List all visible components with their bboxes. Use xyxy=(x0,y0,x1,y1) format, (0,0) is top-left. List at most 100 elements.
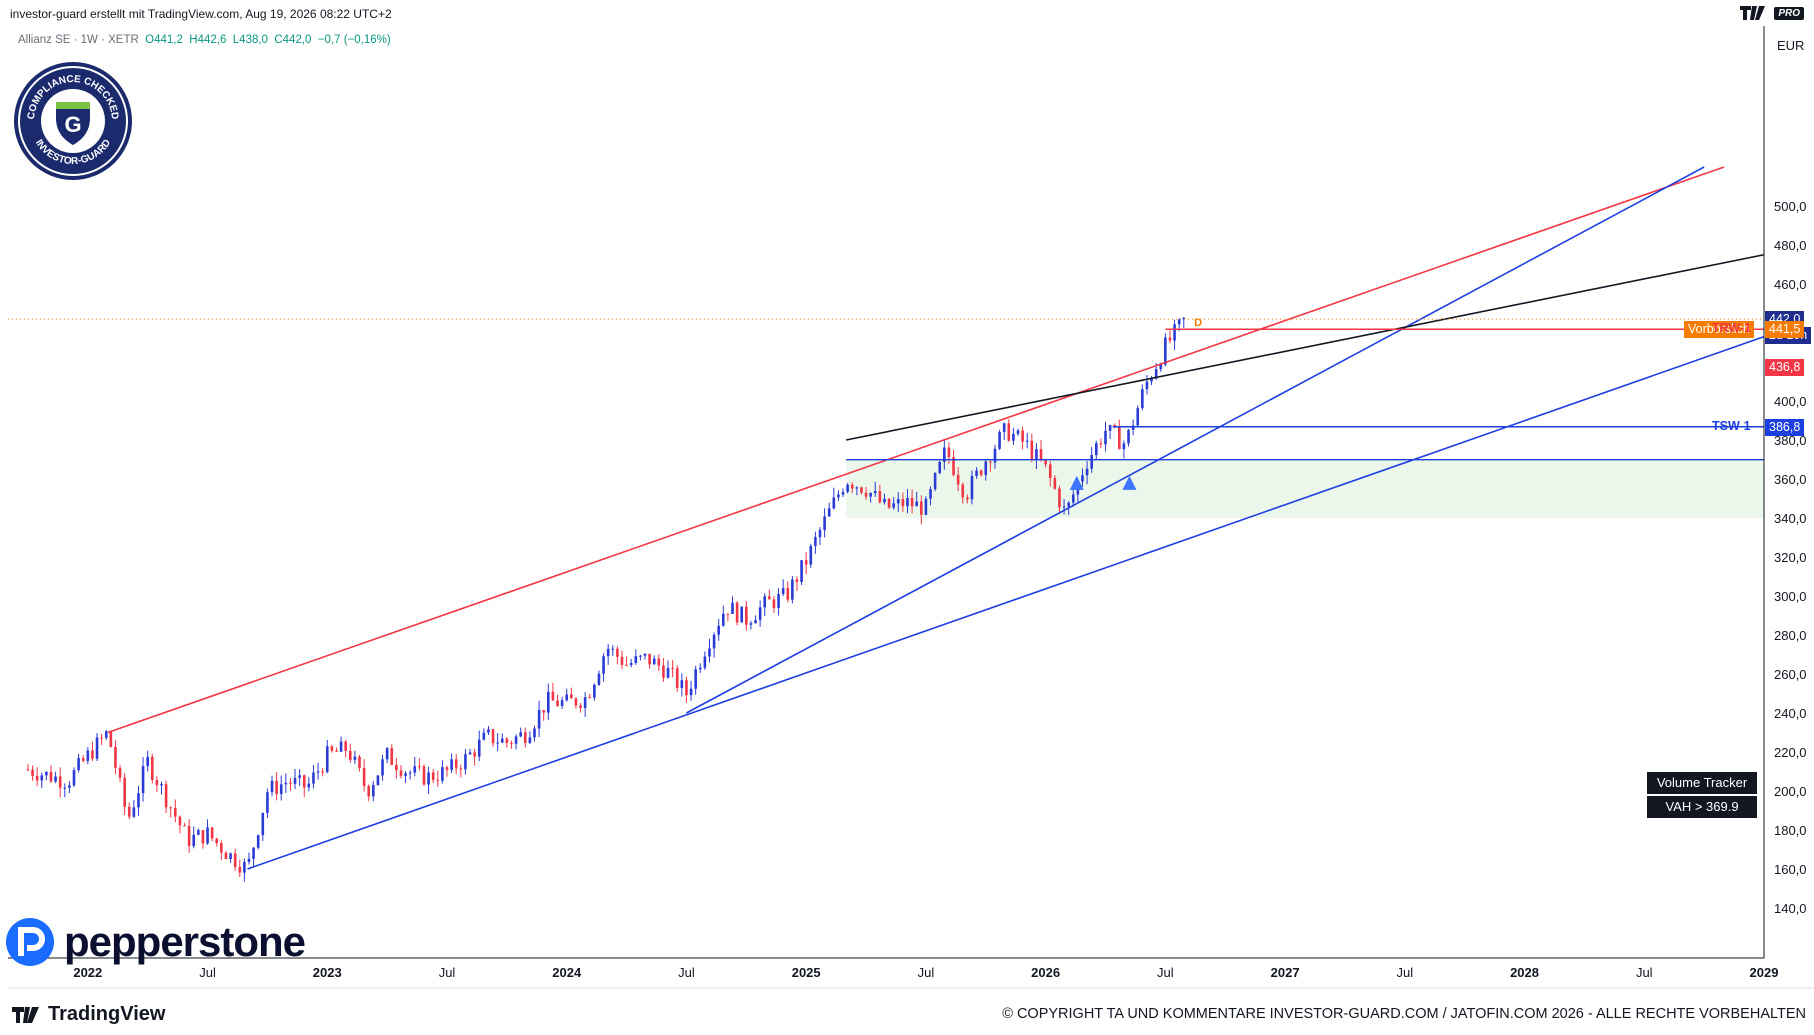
trw-price-tag: 436,8 xyxy=(1765,359,1805,377)
buy-signal-triangle xyxy=(1069,475,1084,490)
copyright-notice: © COPYRIGHT TA UND KOMMENTARE INVESTOR-G… xyxy=(1002,1006,1806,1022)
candle-body xyxy=(906,497,909,507)
candle-body xyxy=(915,501,918,507)
candle-body xyxy=(1164,337,1167,365)
legend-close: C442,0 xyxy=(274,34,312,46)
candle-body xyxy=(91,750,94,759)
candle-body xyxy=(1145,381,1149,390)
candle-body xyxy=(1067,502,1070,507)
price-tick-label: 400,0 xyxy=(1774,394,1807,409)
candle-body xyxy=(477,739,481,757)
blue-trendline xyxy=(247,335,1765,870)
candle-body xyxy=(606,648,610,657)
candle-body xyxy=(745,606,748,625)
candle-body xyxy=(160,784,163,786)
candle-body xyxy=(132,807,136,817)
trw-line-label: TRW-1 xyxy=(1712,321,1752,336)
candle-body xyxy=(804,560,808,565)
candle-body xyxy=(500,738,504,743)
candle-body xyxy=(1150,378,1153,382)
price-tick-label: 240,0 xyxy=(1774,706,1807,721)
tradingview-pro-logo: PRO xyxy=(1740,4,1804,22)
candle-body xyxy=(141,766,145,794)
time-tick-label: Jul xyxy=(918,965,935,980)
candle-body xyxy=(864,492,868,497)
candle-body xyxy=(768,596,771,600)
tradingview-logo[interactable]: TradingView xyxy=(12,1003,165,1026)
candle-body xyxy=(933,473,937,490)
symbol-name[interactable]: Allianz SE · 1W · XETR xyxy=(18,34,139,46)
candle-body xyxy=(814,537,817,546)
candle-body xyxy=(63,787,67,789)
candle-body xyxy=(910,497,914,507)
candle-body xyxy=(984,461,988,475)
candle-body xyxy=(763,596,767,608)
candle-body xyxy=(413,766,417,773)
candle-body xyxy=(703,656,707,668)
time-tick-label: Jul xyxy=(1636,965,1653,980)
candle-body xyxy=(611,648,615,650)
premarket-price-tag: 441,5 xyxy=(1765,321,1805,339)
price-tick-label: 500,0 xyxy=(1774,199,1807,214)
candle-body xyxy=(1154,369,1158,379)
price-tick-label: 180,0 xyxy=(1774,823,1807,838)
candle-body xyxy=(1104,430,1107,445)
candle-body xyxy=(855,487,859,489)
candle-body xyxy=(49,771,53,782)
candle-body xyxy=(629,662,633,666)
candle-body xyxy=(952,457,955,475)
candle-body xyxy=(616,648,619,657)
candle-body xyxy=(772,599,776,609)
candle-body xyxy=(256,835,260,848)
tradingview-icon xyxy=(1740,6,1766,20)
candle-body xyxy=(385,748,389,760)
candle-body xyxy=(118,767,122,778)
candle-body xyxy=(491,729,495,744)
candle-body xyxy=(1127,429,1130,444)
candle-body xyxy=(643,653,647,656)
candle-body xyxy=(114,746,117,768)
candle-body xyxy=(367,786,371,797)
candle-body xyxy=(657,658,661,666)
currency-label: EUR xyxy=(1777,38,1804,53)
value-area-zone xyxy=(846,459,1764,518)
volume-tracker-value: VAH > 369.9 xyxy=(1647,796,1757,818)
candle-body xyxy=(233,853,237,868)
candle-body xyxy=(344,741,347,751)
time-tick-label: Jul xyxy=(199,965,216,980)
price-tick-label: 460,0 xyxy=(1774,277,1807,292)
candle-body xyxy=(1081,475,1084,482)
candle-body xyxy=(330,746,334,751)
candle-body xyxy=(726,613,730,615)
candle-body xyxy=(556,700,559,707)
candle-body xyxy=(1058,488,1061,508)
candle-body xyxy=(947,447,951,458)
candle-body xyxy=(791,579,794,600)
candle-body xyxy=(482,732,486,740)
candle-body xyxy=(395,764,398,771)
candle-body xyxy=(961,484,965,498)
price-chart[interactable]: EUR 500,0 480,0 460,0 400,0 380,0 360,0 340,0 32… xyxy=(0,0,1814,995)
candle-body xyxy=(123,777,126,807)
candle-body xyxy=(1085,468,1089,476)
candle-body xyxy=(956,474,960,485)
candle-body xyxy=(325,746,329,772)
axes: EUR 500,0 480,0 460,0 400,0 380,0 360,0 340,0 32… xyxy=(8,26,1814,989)
candle-body xyxy=(450,759,453,770)
candle-body xyxy=(468,752,472,755)
value-area-rect xyxy=(846,459,1764,518)
legend-low: L438,0 xyxy=(232,34,268,46)
candle-body xyxy=(708,648,711,657)
candle-body xyxy=(192,834,196,847)
candle-body xyxy=(989,461,992,463)
candle-body xyxy=(404,773,407,776)
candle-body xyxy=(510,742,513,744)
trendlines xyxy=(8,166,1765,870)
candle-body xyxy=(625,664,628,666)
candle-body xyxy=(169,807,173,809)
candle-body xyxy=(58,776,62,788)
candle-body xyxy=(634,656,638,663)
candle-body xyxy=(749,623,753,625)
candle-body xyxy=(146,756,149,767)
candle-body xyxy=(229,853,232,859)
